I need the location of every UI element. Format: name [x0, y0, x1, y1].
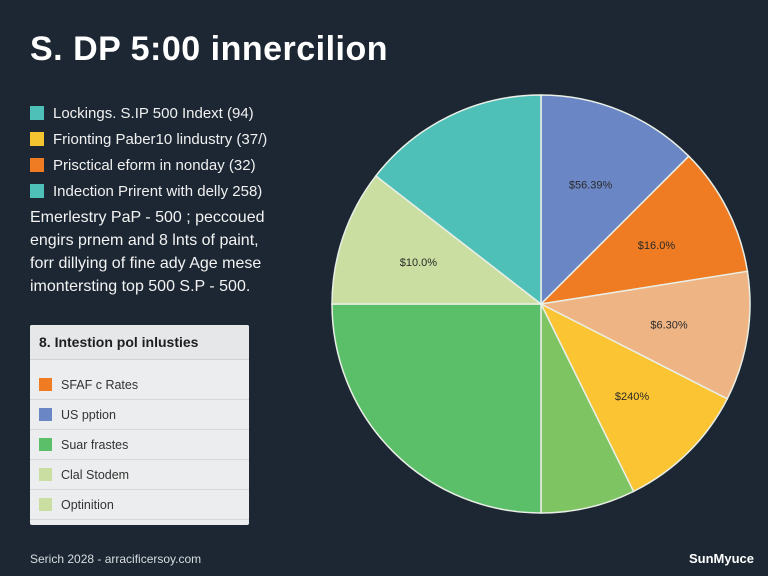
slice-label: $6.30%: [650, 319, 688, 331]
legend-swatch: [30, 132, 44, 146]
chart-title: S. DP 5:00 innercilion: [30, 30, 389, 68]
panel-title: 8. Intestion pol inlusties: [30, 325, 249, 360]
legend-item: Frionting Paber10 lindustry (37/): [30, 126, 267, 152]
slice-label: $16.0%: [638, 240, 676, 252]
panel-item: Clal Stodem: [30, 460, 249, 490]
legend-label: Frionting Paber10 lindustry (37/): [53, 130, 268, 148]
panel-item: SFAF c Rates: [30, 370, 249, 400]
description-line: forr dillying of fine ady Age mese: [30, 255, 262, 272]
description-line: Emerlestry PaP - 500 ; peccoued: [30, 209, 265, 226]
legend-swatch: [30, 106, 44, 120]
pie-slice: [538, 155, 749, 306]
legend-label: Prisctical eform in nonday (32): [53, 156, 256, 174]
panel-item: US pption: [30, 400, 249, 430]
pie-slice: [540, 94, 690, 306]
pie-slice: [331, 303, 542, 514]
description: Emerlestry PaP - 500 ; peccoued engirs p…: [30, 206, 330, 298]
legend-item: Indection Prirent with delly 258): [30, 178, 267, 204]
footer-source: Serich 2028 - arracificersoy.com: [30, 552, 202, 566]
panel-swatch: [39, 408, 52, 421]
slice-label: $240%: [615, 391, 649, 403]
panel-item-label: Clal Stodem: [61, 467, 130, 482]
pie-slice: [374, 94, 542, 306]
panel-swatch: [39, 378, 52, 391]
panel-item-label: Suar frastes: [61, 437, 129, 452]
legend-swatch: [30, 158, 44, 172]
legend-item: Lockings. S.IP 500 Indext (94): [30, 100, 267, 126]
panel-item: Suar frastes: [30, 430, 249, 460]
legend-item: Prisctical eform in nonday (32): [30, 152, 267, 178]
description-line: imontersting top 500 S.P - 500.: [30, 278, 251, 295]
slice-label: $10.0%: [400, 257, 438, 269]
panel-swatch: [39, 438, 52, 451]
panel-item-label: SFAF c Rates: [61, 377, 139, 392]
footer-brand: SunMyuce: [688, 551, 754, 566]
slice-label: $56.39%: [569, 179, 613, 191]
panel-swatch: [39, 468, 52, 481]
legend-swatch: [30, 184, 44, 198]
pie-slice: [331, 174, 544, 305]
panel-item-label: Optinition: [61, 497, 114, 512]
description-line: engirs prnem and 8 lnts of paint,: [30, 232, 259, 249]
panel-item-label: US pption: [61, 407, 116, 422]
panel-swatch: [39, 498, 52, 511]
industries-panel: 8. Intestion pol inlusties SFAF c Rates …: [30, 325, 249, 525]
legend-label: Indection Prirent with delly 258): [53, 182, 263, 200]
panel-list: SFAF c Rates US pption Suar frastes Clal…: [30, 370, 249, 520]
legend-label: Lockings. S.IP 500 Indext (94): [53, 104, 254, 122]
pie-slice: [539, 302, 729, 493]
pie-slice: [538, 270, 751, 400]
panel-item: Optinition: [30, 490, 249, 520]
legend: Lockings. S.IP 500 Indext (94) Frionting…: [30, 100, 267, 204]
